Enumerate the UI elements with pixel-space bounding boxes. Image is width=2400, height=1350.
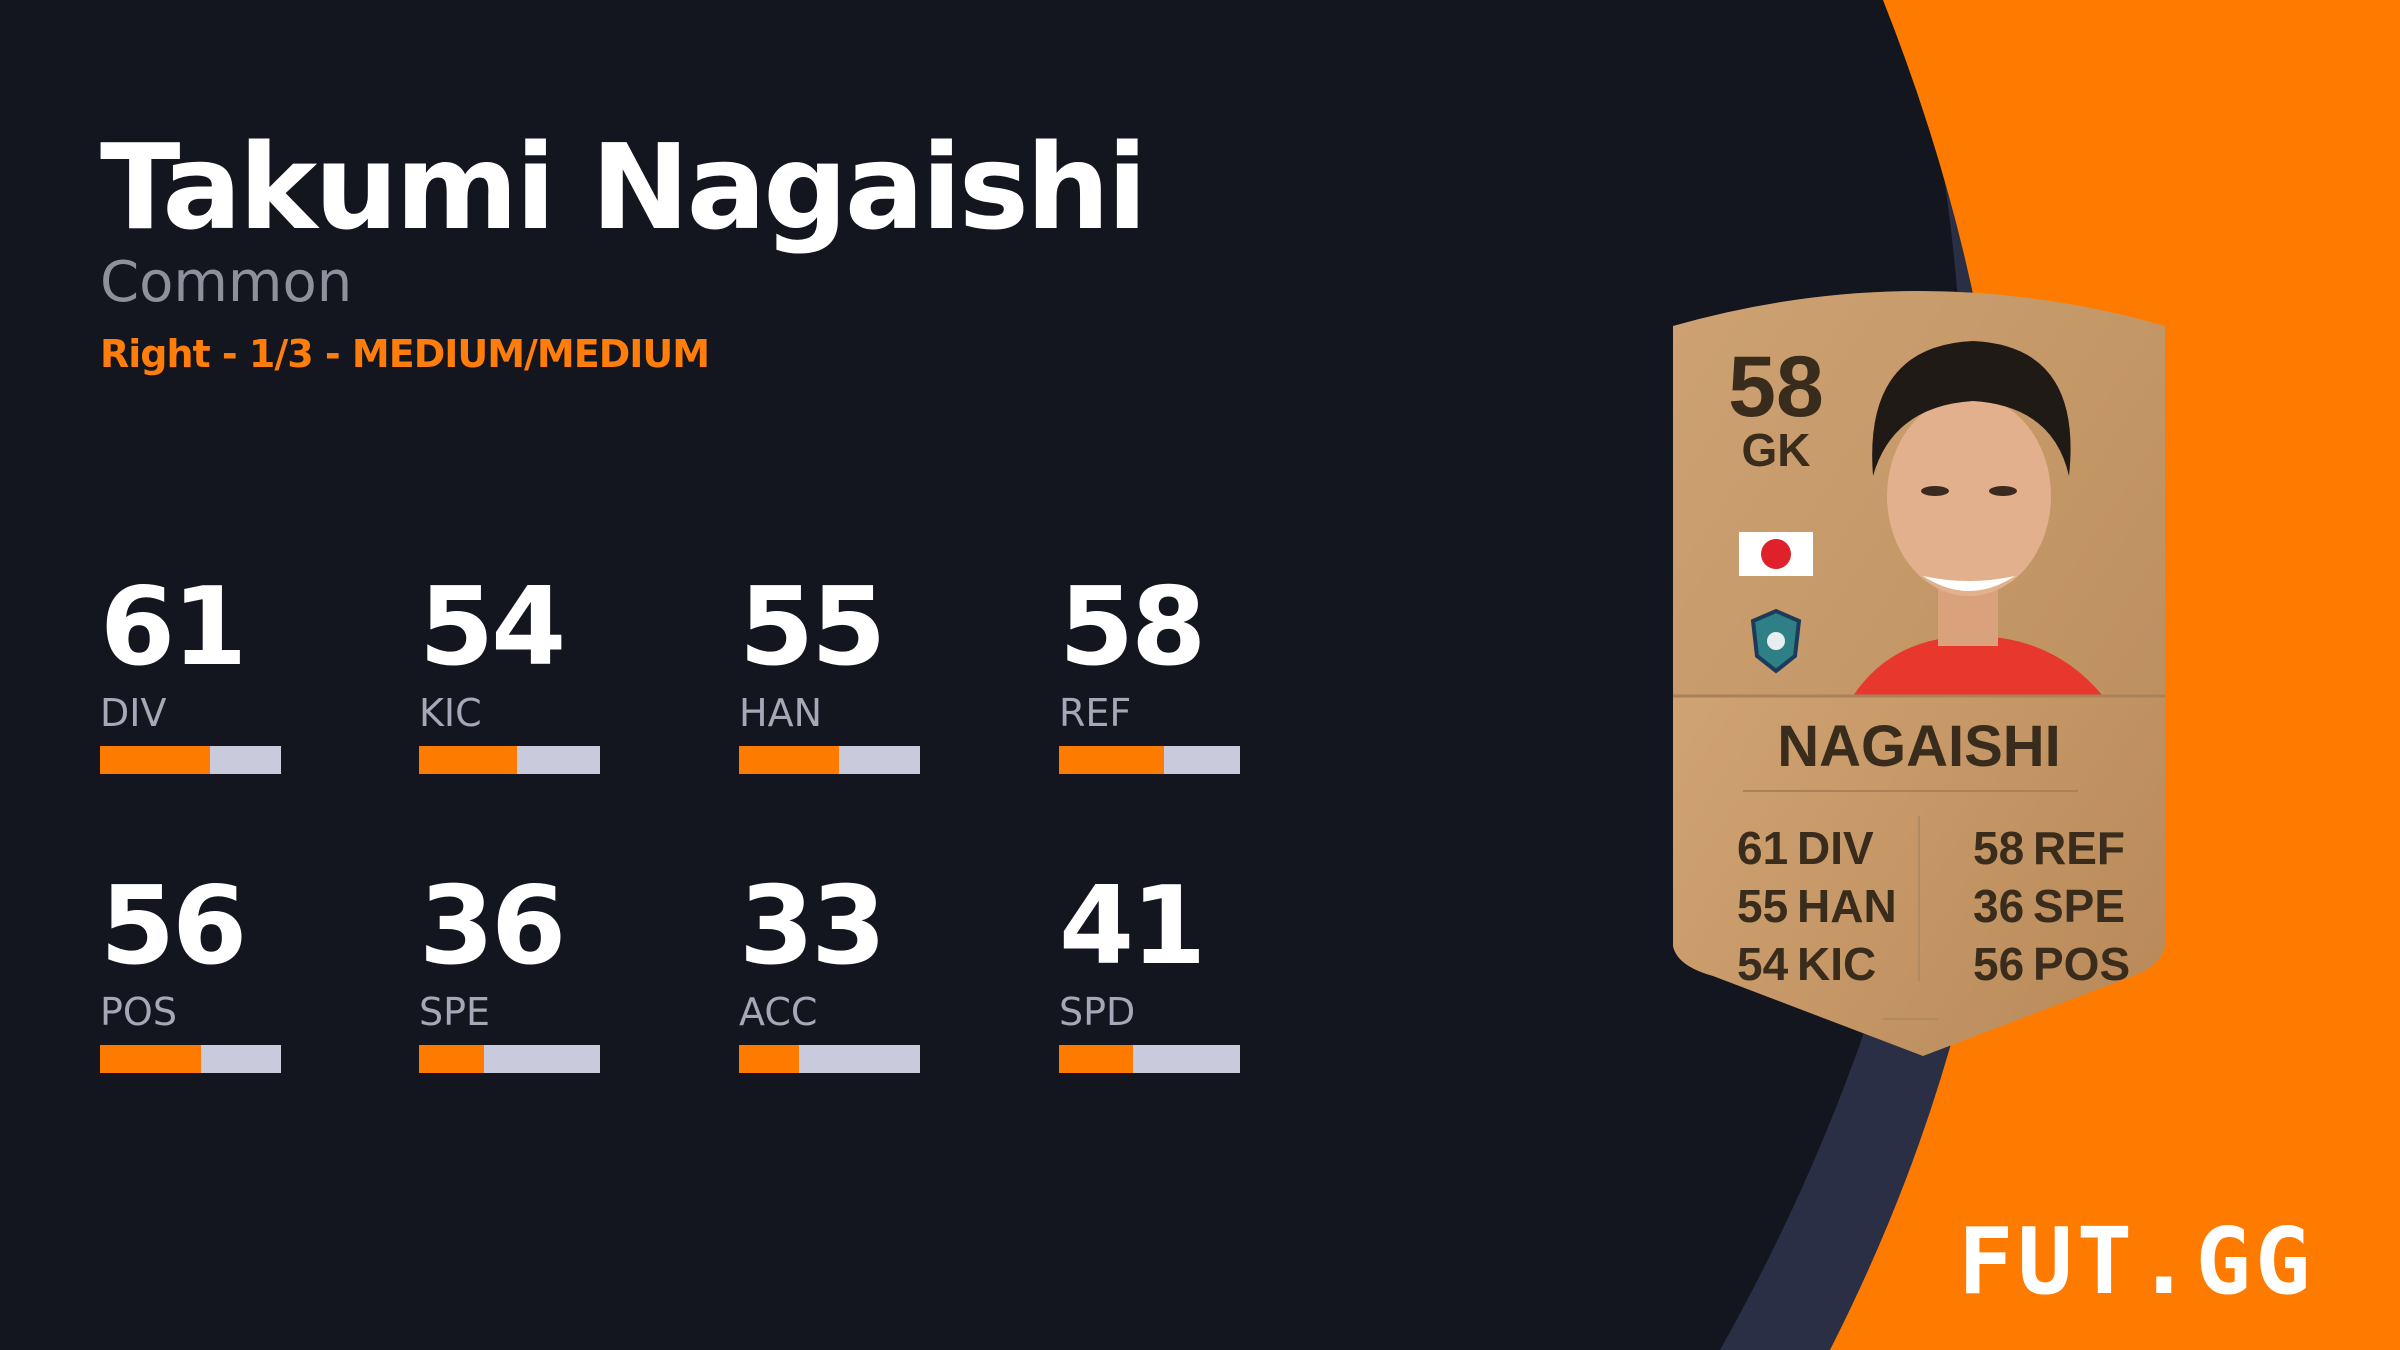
- stat-label: KIC: [419, 691, 482, 735]
- stat-value: 56: [100, 864, 247, 989]
- card-stat-value: 54: [1737, 938, 1789, 990]
- stat-acc: 33 ACC: [739, 873, 920, 1073]
- stat-bar: [739, 746, 920, 774]
- stat-bar: [100, 1045, 281, 1073]
- stat-ref: 58 REF: [1059, 574, 1240, 774]
- stat-value: 33: [739, 864, 886, 989]
- stat-bar-fill: [419, 1045, 485, 1073]
- stat-bar-fill: [739, 746, 839, 774]
- stat-bar: [1059, 1045, 1240, 1073]
- card-stat-label: REF: [2033, 822, 2125, 874]
- stat-bar-fill: [100, 1045, 202, 1073]
- card-stat-value: 58: [1973, 822, 2024, 874]
- card-stat-label: DIV: [1797, 822, 1874, 874]
- player-photo: [1853, 341, 2103, 696]
- card-stat-label: HAN: [1797, 880, 1897, 932]
- card-rarity: Common: [100, 250, 353, 315]
- stat-div: 61 DIV: [100, 574, 281, 774]
- club-crest-icon: [1750, 608, 1802, 674]
- stat-label: REF: [1059, 691, 1132, 735]
- stat-han: 55 HAN: [739, 574, 920, 774]
- card-stat-label: POS: [2033, 938, 2130, 990]
- card-rating: 58: [1728, 339, 1824, 435]
- player-name: Takumi Nagaishi: [100, 118, 1147, 256]
- stat-value: 61: [100, 565, 247, 690]
- stat-value: 41: [1059, 864, 1206, 989]
- stat-value: 58: [1059, 565, 1206, 690]
- stat-bar-fill: [1059, 1045, 1134, 1073]
- stat-label: HAN: [739, 691, 822, 735]
- stat-kic: 54 KIC: [419, 574, 600, 774]
- stat-value: 54: [419, 565, 566, 690]
- stat-label: POS: [100, 990, 177, 1034]
- stat-bar: [419, 1045, 600, 1073]
- card-stat-label: SPE: [2033, 880, 2125, 932]
- card-stat-value: 56: [1973, 938, 2024, 990]
- stat-bar: [419, 746, 600, 774]
- stat-bar: [1059, 746, 1240, 774]
- stat-spd: 41 SPD: [1059, 873, 1240, 1073]
- stat-label: SPE: [419, 990, 491, 1034]
- card-stat-value: 55: [1737, 880, 1788, 932]
- stat-value: 55: [739, 565, 886, 690]
- card-player-name: NAGAISHI: [1777, 714, 2061, 779]
- stat-label: ACC: [739, 990, 818, 1034]
- fut-gg-logo: FUT.GG: [1958, 1208, 2315, 1315]
- stat-label: SPD: [1059, 990, 1136, 1034]
- stat-bar-fill: [739, 1045, 799, 1073]
- player-info: Right - 1/3 - MEDIUM/MEDIUM: [100, 332, 710, 376]
- stat-bar: [100, 746, 281, 774]
- stat-bar: [739, 1045, 920, 1073]
- stat-bar-fill: [100, 746, 211, 774]
- card-stat-label: KIC: [1797, 938, 1876, 990]
- stat-bar-fill: [1059, 746, 1164, 774]
- card-stat-value: 36: [1973, 880, 2024, 932]
- card-stat-value: 61: [1737, 822, 1788, 874]
- card-position: GK: [1742, 424, 1811, 476]
- stat-bar-fill: [419, 746, 517, 774]
- stat-pos: 56 POS: [100, 873, 281, 1073]
- stat-label: DIV: [100, 691, 167, 735]
- stat-value: 36: [419, 864, 566, 989]
- stat-spe: 36 SPE: [419, 873, 600, 1073]
- japan-flag-icon: [1739, 532, 1813, 576]
